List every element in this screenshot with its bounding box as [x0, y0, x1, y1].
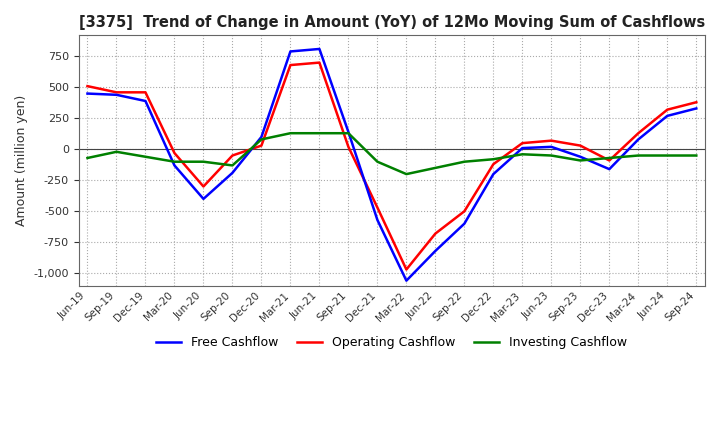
Investing Cashflow [257, 137, 266, 142]
Operating Cashflow [199, 184, 208, 189]
Legend: Free Cashflow, Operating Cashflow, Investing Cashflow: Free Cashflow, Operating Cashflow, Inves… [151, 331, 633, 355]
Investing Cashflow [170, 159, 179, 165]
Free Cashflow [112, 92, 121, 97]
Operating Cashflow [373, 205, 382, 210]
Operating Cashflow [460, 209, 469, 214]
Free Cashflow [286, 49, 294, 54]
Operating Cashflow [344, 144, 353, 150]
Operating Cashflow [83, 84, 91, 89]
Investing Cashflow [518, 152, 526, 157]
Investing Cashflow [402, 172, 410, 177]
Investing Cashflow [373, 159, 382, 165]
Free Cashflow [576, 154, 585, 159]
Investing Cashflow [576, 158, 585, 163]
Investing Cashflow [605, 155, 613, 161]
Investing Cashflow [112, 149, 121, 154]
Operating Cashflow [286, 62, 294, 68]
Investing Cashflow [83, 155, 91, 161]
Free Cashflow [489, 172, 498, 177]
Operating Cashflow [634, 131, 643, 136]
Free Cashflow [402, 278, 410, 283]
Operating Cashflow [518, 140, 526, 146]
Y-axis label: Amount (million yen): Amount (million yen) [15, 95, 28, 226]
Free Cashflow [663, 113, 672, 118]
Investing Cashflow [315, 131, 324, 136]
Free Cashflow [460, 221, 469, 226]
Investing Cashflow [692, 153, 701, 158]
Free Cashflow [547, 144, 556, 150]
Investing Cashflow [344, 131, 353, 136]
Free Cashflow [373, 217, 382, 223]
Investing Cashflow [663, 153, 672, 158]
Investing Cashflow [489, 157, 498, 162]
Investing Cashflow [460, 159, 469, 165]
Title: [3375]  Trend of Change in Amount (YoY) of 12Mo Moving Sum of Cashflows: [3375] Trend of Change in Amount (YoY) o… [78, 15, 705, 30]
Line: Free Cashflow: Free Cashflow [87, 49, 696, 281]
Operating Cashflow [692, 99, 701, 105]
Free Cashflow [518, 146, 526, 151]
Operating Cashflow [431, 231, 440, 236]
Free Cashflow [605, 166, 613, 172]
Free Cashflow [257, 134, 266, 139]
Free Cashflow [228, 170, 237, 176]
Free Cashflow [141, 99, 150, 104]
Free Cashflow [431, 248, 440, 253]
Line: Investing Cashflow: Investing Cashflow [87, 133, 696, 174]
Line: Operating Cashflow: Operating Cashflow [87, 62, 696, 270]
Free Cashflow [83, 91, 91, 96]
Investing Cashflow [431, 165, 440, 171]
Operating Cashflow [141, 90, 150, 95]
Operating Cashflow [112, 90, 121, 95]
Investing Cashflow [547, 153, 556, 158]
Operating Cashflow [170, 150, 179, 156]
Free Cashflow [315, 46, 324, 51]
Operating Cashflow [228, 153, 237, 158]
Operating Cashflow [576, 143, 585, 148]
Investing Cashflow [199, 159, 208, 165]
Free Cashflow [199, 196, 208, 202]
Investing Cashflow [286, 131, 294, 136]
Investing Cashflow [228, 163, 237, 168]
Free Cashflow [692, 106, 701, 111]
Operating Cashflow [663, 107, 672, 112]
Free Cashflow [634, 137, 643, 142]
Free Cashflow [170, 163, 179, 168]
Free Cashflow [344, 129, 353, 135]
Operating Cashflow [257, 143, 266, 148]
Operating Cashflow [315, 60, 324, 65]
Investing Cashflow [634, 153, 643, 158]
Operating Cashflow [489, 161, 498, 167]
Operating Cashflow [402, 267, 410, 272]
Operating Cashflow [547, 138, 556, 143]
Operating Cashflow [605, 158, 613, 163]
Investing Cashflow [141, 154, 150, 159]
